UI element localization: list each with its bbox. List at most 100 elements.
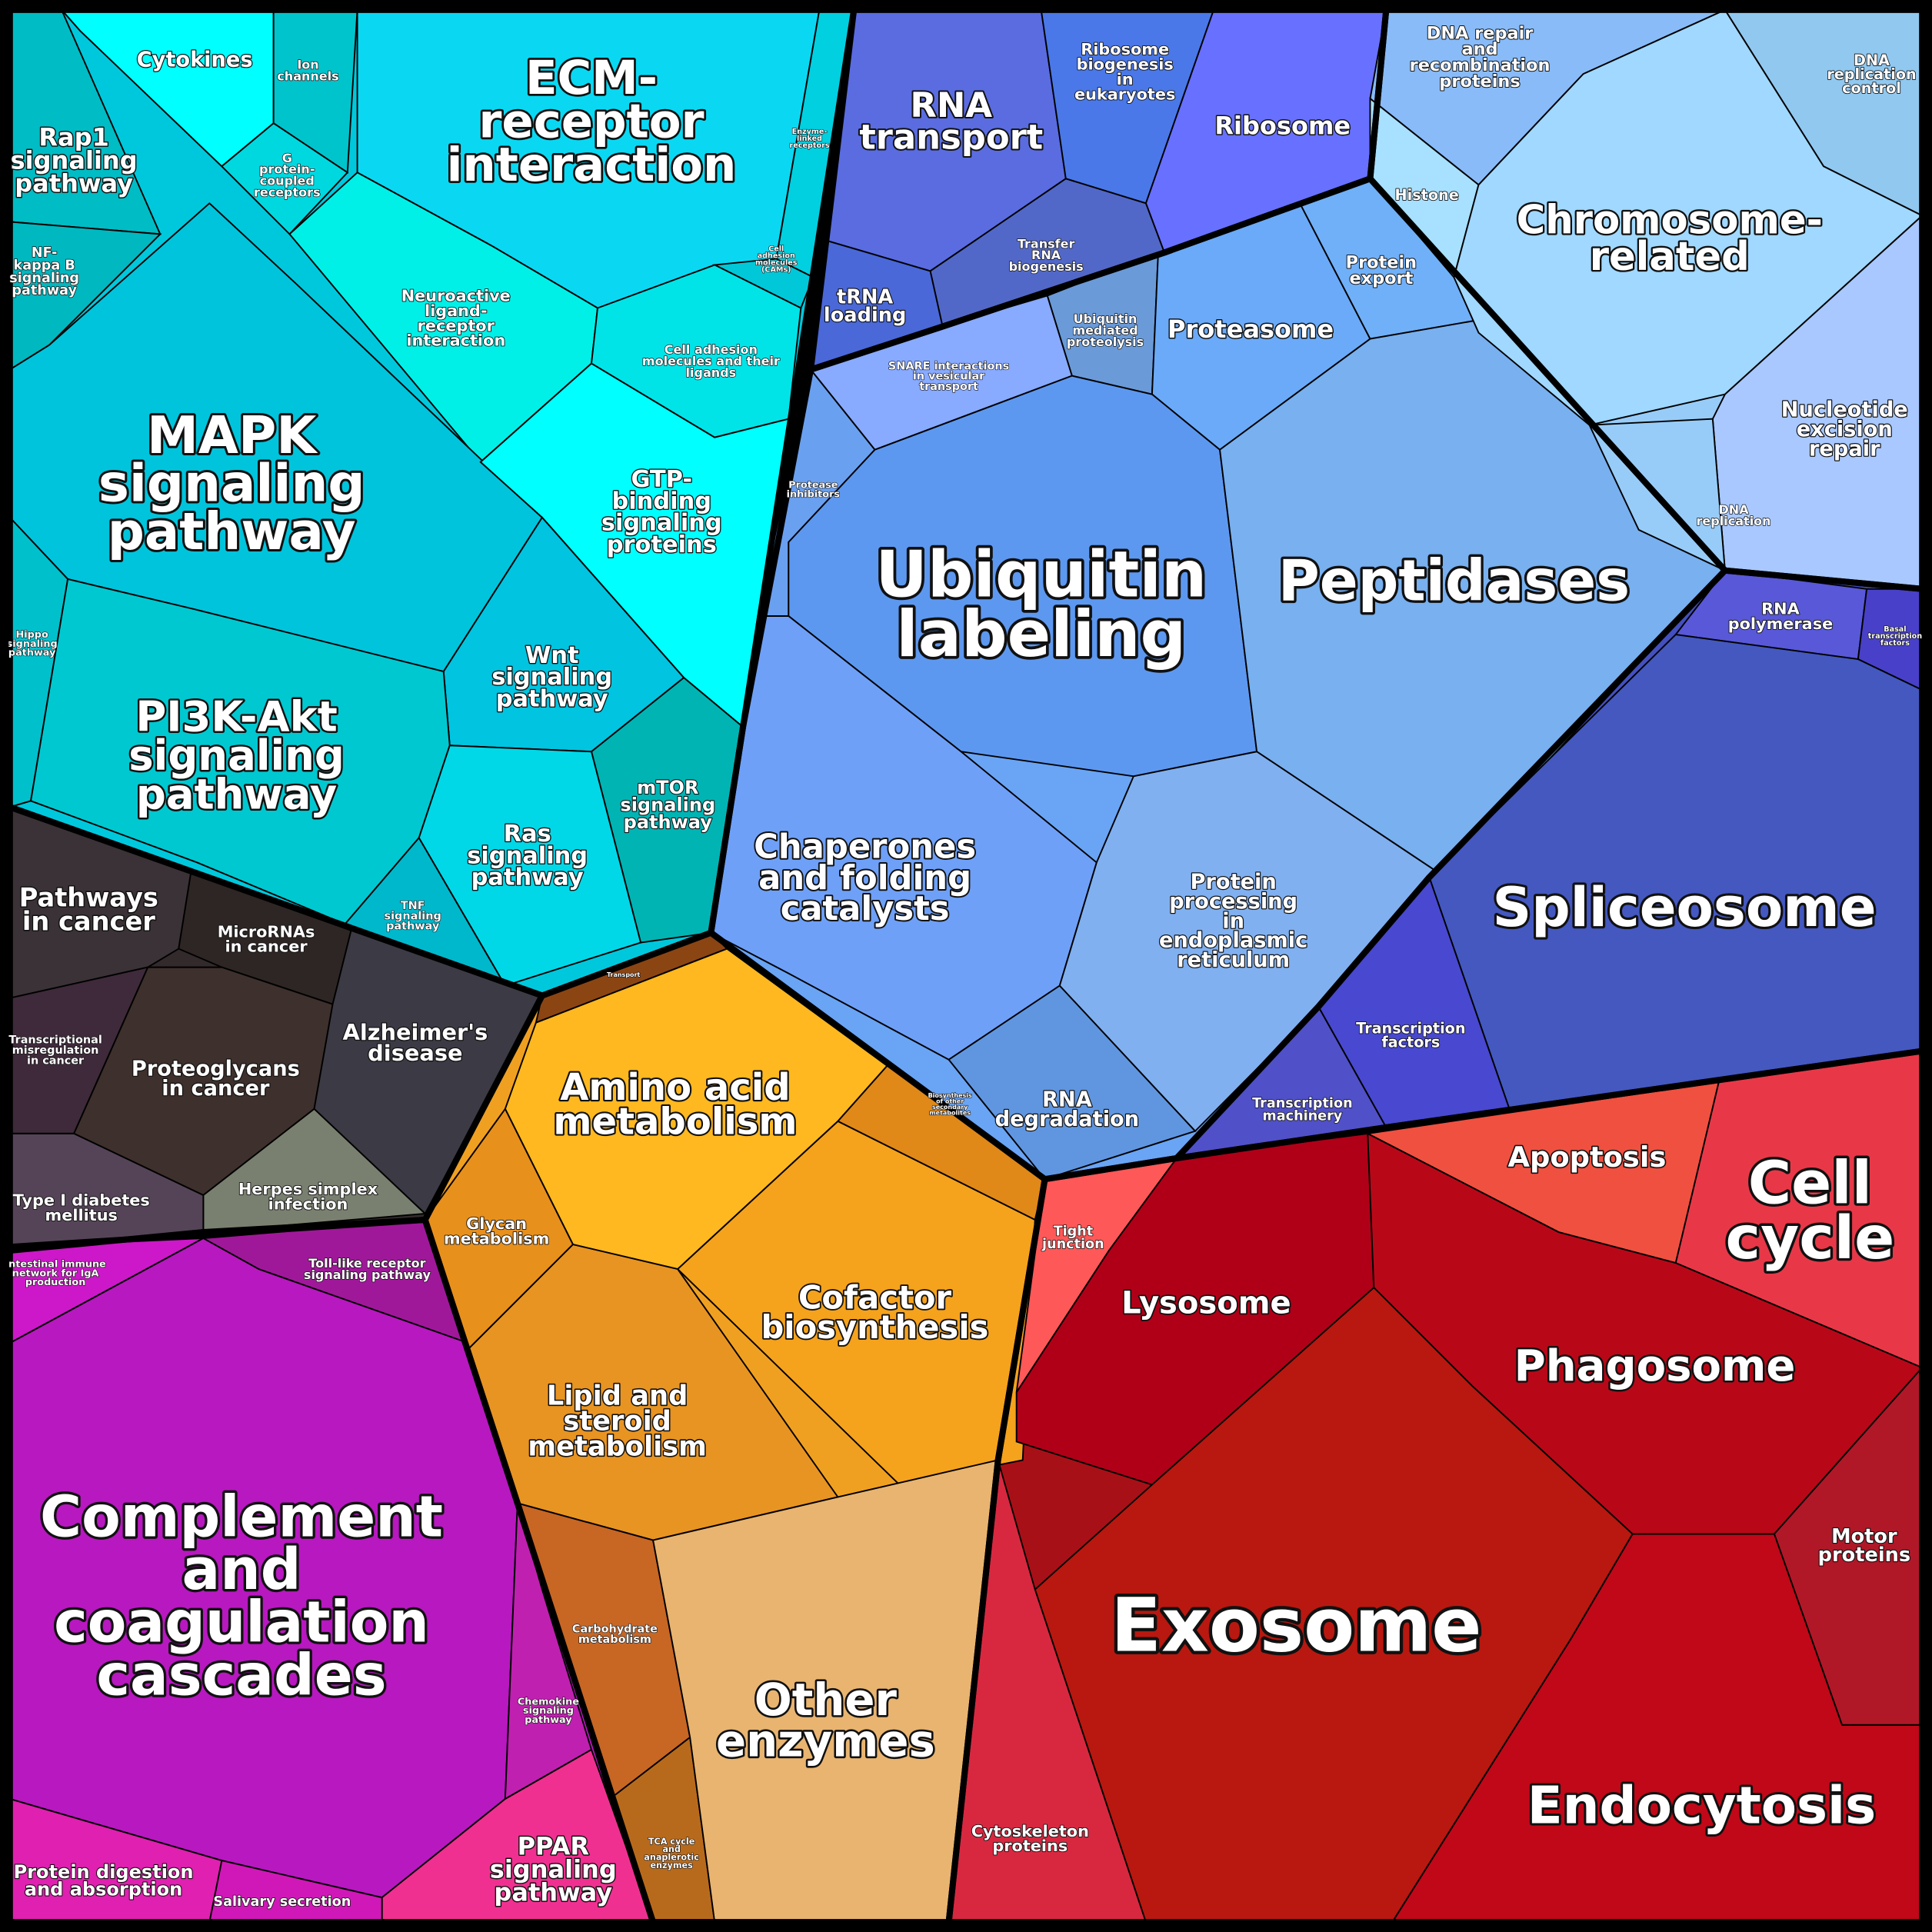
label-line: MAPK: [147, 405, 318, 465]
cell-gpcr[interactable]: [220, 122, 349, 235]
label-diabetes: Type I diabetes mellitus: [13, 1191, 150, 1224]
cell-mtor[interactable]: [590, 676, 744, 944]
label-line: Proteoglycans: [132, 1058, 300, 1081]
label-secondary-metabolites: Biosynthesis of other secondary metabolites: [928, 1092, 972, 1116]
label-line: Histone: [1395, 186, 1459, 204]
label-line: labeling: [896, 597, 1186, 671]
label-line: repair: [1809, 437, 1880, 461]
label-line: network for IgA: [12, 1267, 99, 1279]
label-line: molecules and their: [642, 354, 780, 368]
label-dna-replication: DNA replication: [1697, 502, 1771, 528]
label-line: Ras: [504, 821, 551, 848]
label-line: loading: [824, 304, 906, 327]
label-line: in cancer: [27, 1054, 85, 1067]
label-line: ECM-: [525, 51, 658, 105]
label-line: Protein: [1346, 252, 1417, 272]
label-line: linked: [797, 135, 822, 143]
label-other-enzymes: Other enzymes: [716, 1674, 935, 1767]
label-line: signaling: [523, 1705, 574, 1717]
label-line: pathway: [8, 648, 56, 659]
label-line: Chaperones: [754, 828, 976, 867]
label-line: control: [1842, 79, 1901, 97]
label-line: metabolism: [528, 1431, 707, 1462]
label-rna-polymerase: RNA polymerase: [1728, 600, 1834, 633]
label-line: pathway: [108, 501, 356, 561]
label-chemokine: Chemokine signaling pathway: [518, 1696, 579, 1726]
label-mtor: mTOR signaling pathway: [620, 777, 715, 833]
label-line: (CAMs): [761, 265, 791, 274]
label-line: Tight: [1054, 1224, 1094, 1239]
label-line: coupled: [260, 174, 315, 188]
label-line: signaling: [467, 842, 588, 869]
label-line: and folding: [758, 859, 971, 898]
label-line: Lysosome: [1121, 1285, 1291, 1321]
label-ion-channels: Ion channels: [277, 58, 338, 84]
label-line: metabolites: [929, 1109, 971, 1116]
label-cell-cycle: Cell cycle: [1726, 1149, 1895, 1272]
label-line: Apoptosis: [1507, 1141, 1666, 1174]
label-line: replication: [1827, 65, 1916, 83]
label-dna-repair: DNA repair and recombination proteins: [1410, 23, 1551, 91]
label-line: pathway: [624, 811, 713, 833]
label-line: Nucleotide: [1781, 398, 1908, 422]
label-spliceosome: Spliceosome: [1492, 876, 1876, 939]
label-line: receptors: [254, 185, 321, 200]
label-ecm: ECM-receptor interaction: [447, 51, 737, 192]
label-line: related: [1590, 234, 1750, 280]
label-line: in: [1117, 70, 1134, 88]
label-wnt: Wnt signaling pathway: [491, 642, 612, 713]
label-line: inhibitors: [787, 488, 841, 500]
label-line: signaling: [11, 145, 138, 175]
cell-rna-degradation[interactable]: [948, 984, 1197, 1181]
label-line: Pathways: [19, 882, 158, 912]
label-line: enzymes: [716, 1714, 935, 1767]
label-toll-like: Toll-like receptor signaling pathway: [304, 1256, 431, 1282]
label-line: Biosynthesis: [928, 1092, 972, 1099]
label-line: and: [1461, 39, 1497, 59]
label-line: signaling: [128, 731, 345, 780]
label-nucleotide-excision: Nucleotide excision repair: [1781, 398, 1908, 461]
label-line: proteins: [1818, 1544, 1911, 1567]
label-tnf: TNF signaling pathway: [385, 900, 441, 933]
label-line: RNA: [1042, 1088, 1092, 1112]
label-chromosome: Chromosome-related: [1517, 197, 1823, 280]
label-line: signaling: [98, 454, 365, 514]
label-line: protein-: [259, 162, 315, 177]
label-complement: Complement and coagulation cascades: [40, 1485, 443, 1709]
label-line: cycle: [1726, 1204, 1895, 1273]
label-line: in vesicular: [913, 371, 985, 383]
label-tca: TCA cycle and anaplerotic enzymes: [644, 1837, 699, 1870]
label-cams: Cell adhesion molecules (CAMs): [755, 245, 798, 274]
label-motor-proteins: Motor proteins: [1818, 1525, 1911, 1567]
label-line: RNA: [910, 85, 992, 125]
label-line: pathway: [525, 1714, 572, 1726]
label-line: PI3K-Akt: [135, 691, 338, 741]
label-line: and absorption: [25, 1878, 182, 1900]
label-line: TCA cycle: [648, 1837, 695, 1847]
label-line: processing: [1169, 890, 1297, 914]
label-line: Basal: [1884, 625, 1906, 634]
label-transcription-factors: Transcription factors: [1356, 1019, 1465, 1051]
label-line: signaling: [620, 794, 715, 816]
label-transcriptional-misregulation: Transcriptional misregulation in cancer: [8, 1034, 102, 1068]
label-line: signaling: [491, 664, 612, 691]
label-line: Motor: [1831, 1525, 1897, 1548]
label-line: mellitus: [45, 1206, 118, 1224]
label-line: G: [282, 151, 292, 165]
label-ubiquitin-proteolysis: Ubiquitin mediated proteolysis: [1067, 311, 1144, 349]
label-line: Lipid and: [547, 1381, 688, 1412]
label-snare: SNARE interactions in vesicular transport: [888, 360, 1009, 393]
label-intestinal: Intestinal immune network for IgA producti…: [5, 1259, 106, 1289]
label-line: signaling: [601, 510, 722, 537]
cell-ras[interactable]: [418, 744, 642, 987]
label-line: Carbohydrate: [572, 1624, 658, 1636]
label-mapk: MAPK signaling pathway: [98, 405, 365, 561]
label-line: NF-: [32, 245, 58, 261]
label-line: pathway: [136, 770, 337, 819]
label-peptidases: Peptidases: [1278, 548, 1630, 614]
label-line: replication: [1697, 514, 1771, 528]
label-line: export: [1349, 268, 1413, 288]
label-gtp: GTP-binding signaling proteins: [601, 466, 722, 558]
label-protein-processing: Protein processing in endoplasmic reticulum: [1159, 871, 1307, 972]
